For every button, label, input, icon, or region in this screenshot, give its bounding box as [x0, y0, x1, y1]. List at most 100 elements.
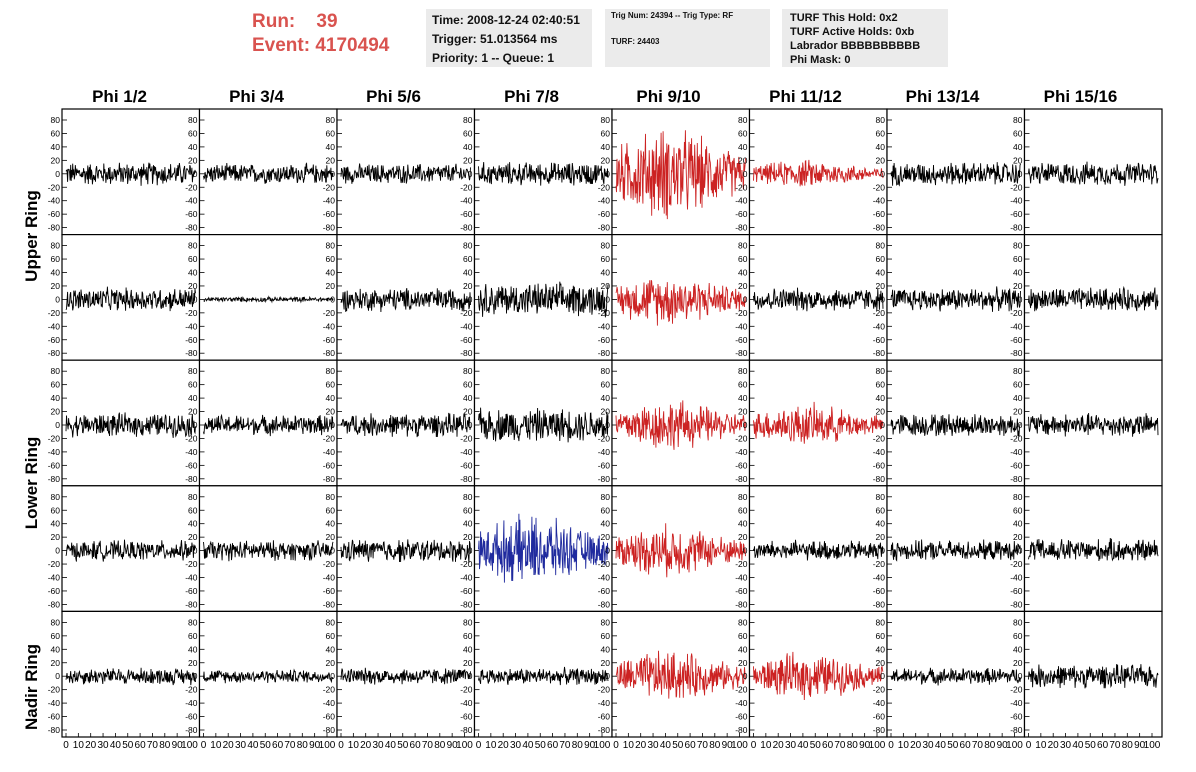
waveform-trace [890, 162, 1021, 187]
y-tick-label: -20 [48, 308, 61, 318]
col-header-2: Phi 3/4 [229, 87, 284, 106]
y-tick-label: 20 [738, 281, 748, 291]
waveform-trace [753, 401, 884, 444]
waveform-trace [753, 287, 884, 312]
waveform-panel-r1-c6: 80 60 40 20 0 -20 -40 -60 -80 [735, 108, 888, 236]
x-tick-label: 30 [97, 740, 109, 751]
waveform-trace [615, 650, 746, 699]
y-tick-label: 40 [51, 519, 61, 529]
waveform-panel-r3-c4: 80 60 40 20 0 -20 -40 -60 -80 [460, 359, 613, 487]
y-tick-label: -80 [460, 725, 473, 735]
time-panel: Time: 2008-12-24 02:40:51 Trigger: 51.01… [426, 9, 592, 67]
waveform-panel-r2-c7: 80 60 40 20 0 -20 -40 -60 -80 [873, 234, 1026, 361]
x-tick-label: 70 [284, 740, 296, 751]
y-tick-label: -60 [460, 712, 473, 722]
y-tick-label: 60 [326, 380, 336, 390]
y-tick-label: -80 [185, 599, 198, 609]
y-tick-label: 20 [188, 407, 198, 417]
y-tick-label: 60 [601, 128, 611, 138]
y-tick-label: -80 [1010, 348, 1023, 358]
y-tick-label: -60 [873, 209, 886, 219]
y-tick-label: 60 [1013, 128, 1023, 138]
y-tick-label: -40 [873, 573, 886, 583]
y-tick-label: -40 [460, 321, 473, 331]
y-tick-label: -80 [873, 474, 886, 484]
x-tick-label: 70 [972, 740, 984, 751]
y-tick-label: 80 [326, 366, 336, 376]
y-tick-label: 60 [876, 128, 886, 138]
waveform-trace [340, 287, 471, 313]
y-tick-label: -60 [460, 209, 473, 219]
y-tick-label: 80 [1013, 115, 1023, 125]
y-tick-label: 80 [601, 492, 611, 502]
y-tick-label: -20 [323, 308, 336, 318]
y-tick-label: -60 [323, 460, 336, 470]
y-tick-label: -20 [735, 308, 748, 318]
y-tick-label: 0 [55, 546, 60, 556]
y-tick-label: -80 [460, 599, 473, 609]
y-tick-label: 60 [463, 505, 473, 515]
x-tick-label: 100 [319, 740, 336, 751]
y-tick-label: 20 [876, 281, 886, 291]
x-tick-label: 80 [159, 740, 171, 751]
y-tick-label: 0 [605, 546, 610, 556]
y-tick-label: 0 [605, 294, 610, 304]
y-tick-label: -60 [460, 586, 473, 596]
y-tick-label: 60 [463, 631, 473, 641]
y-tick-label: -40 [1010, 447, 1023, 457]
y-tick-label: 60 [601, 380, 611, 390]
waveform-trace [203, 162, 334, 184]
x-tick-label: 40 [935, 740, 947, 751]
y-tick-label: -40 [185, 447, 198, 457]
waveform-panel-r4-c3: 80 60 40 20 0 -20 -40 -60 -80 [323, 485, 476, 612]
waveform-panel-r1-c7: 80 60 40 20 0 -20 -40 -60 -80 [873, 108, 1026, 236]
y-tick-label: -20 [460, 433, 473, 443]
y-tick-label: 20 [738, 658, 748, 668]
y-tick-label: -60 [735, 586, 748, 596]
y-tick-label: 0 [605, 169, 610, 179]
waveform-panel-r4-c5: 80 60 40 20 0 -20 -40 -60 -80 [598, 485, 751, 612]
y-tick-label: 20 [601, 407, 611, 417]
y-tick-label: 40 [876, 142, 886, 152]
y-tick-label: 40 [738, 393, 748, 403]
x-tick-label: 100 [181, 740, 198, 751]
y-tick-label: 40 [876, 393, 886, 403]
y-tick-label: 40 [876, 519, 886, 529]
y-tick-label: -80 [598, 725, 611, 735]
x-tick-label: 90 [859, 740, 871, 751]
y-tick-label: 40 [876, 644, 886, 654]
waveform-panel-r2-c5: 80 60 40 20 0 -20 -40 -60 -80 [598, 234, 751, 361]
y-tick-label: -40 [598, 196, 611, 206]
y-tick-label: -80 [185, 223, 198, 233]
waveform-trace [1028, 161, 1159, 186]
waveform-trace [753, 539, 884, 561]
col-header-4: Phi 7/8 [504, 87, 559, 106]
y-tick-label: -60 [735, 335, 748, 345]
waveform-trace [1028, 537, 1159, 562]
y-tick-label: -40 [323, 698, 336, 708]
y-tick-label: 80 [738, 492, 748, 502]
y-tick-label: -80 [48, 599, 61, 609]
x-tick-label: 30 [235, 740, 247, 751]
y-tick-label: 80 [51, 115, 61, 125]
y-tick-label: 60 [326, 505, 336, 515]
x-tick-label: 0 [613, 740, 619, 751]
waveform-trace [203, 668, 334, 684]
y-tick-label: 0 [468, 294, 473, 304]
y-tick-label: 40 [1013, 644, 1023, 654]
y-tick-label: -80 [460, 348, 473, 358]
x-tick-label: 20 [498, 740, 510, 751]
waveform-panel-r3-c6: 80 60 40 20 0 -20 -40 -60 -80 [735, 359, 888, 487]
x-tick-label: 30 [785, 740, 797, 751]
y-tick-label: -60 [185, 209, 198, 219]
y-tick-label: 60 [876, 380, 886, 390]
y-tick-label: 60 [876, 631, 886, 641]
y-tick-label: 80 [876, 115, 886, 125]
x-tick-label: 100 [869, 740, 886, 751]
y-tick-label: 60 [188, 631, 198, 641]
y-tick-label: 80 [463, 241, 473, 251]
